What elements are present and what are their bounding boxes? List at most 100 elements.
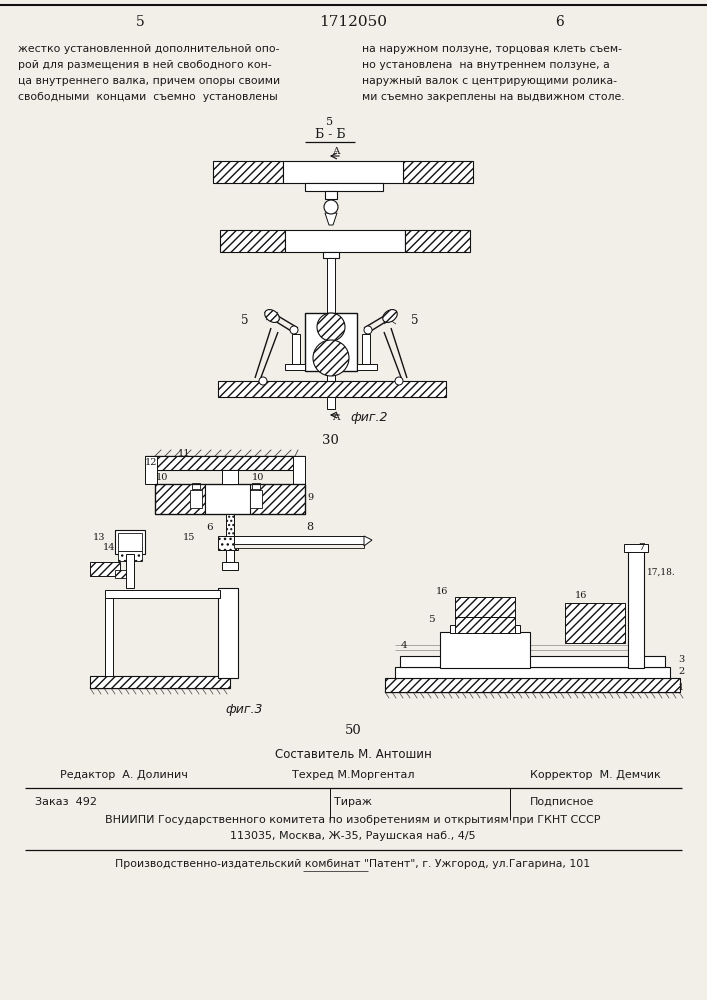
Circle shape <box>324 200 338 214</box>
Text: 6: 6 <box>556 15 564 29</box>
Text: 5: 5 <box>241 314 249 326</box>
Text: ми съемно закреплены на выдвижном столе.: ми съемно закреплены на выдвижном столе. <box>362 92 624 102</box>
Text: 5: 5 <box>411 314 419 326</box>
Text: 4: 4 <box>400 641 407 650</box>
Bar <box>362 334 370 364</box>
Bar <box>250 490 262 508</box>
Bar <box>118 533 142 551</box>
Text: свободными  концами  съемно  установлены: свободными концами съемно установлены <box>18 92 278 102</box>
Text: A: A <box>332 147 339 156</box>
Bar <box>234 544 364 548</box>
Text: Техред М.Моргентал: Техред М.Моргентал <box>292 770 414 780</box>
Text: фиг.2: фиг.2 <box>350 412 387 424</box>
Circle shape <box>364 326 372 334</box>
Bar <box>218 536 238 550</box>
Text: ВНИИПИ Государственного комитета по изобретениям и открытиям при ГКНТ СССР: ВНИИПИ Государственного комитета по изоб… <box>105 815 601 825</box>
Bar <box>226 550 234 562</box>
Text: рой для размещения в ней свободного кон-: рой для размещения в ней свободного кон- <box>18 60 271 70</box>
Bar <box>105 590 220 598</box>
Circle shape <box>395 377 403 385</box>
Text: 16: 16 <box>575 591 588 600</box>
Bar <box>403 161 473 183</box>
Circle shape <box>259 377 267 385</box>
Text: A: A <box>332 414 339 422</box>
Bar <box>218 588 238 678</box>
Bar <box>628 548 644 668</box>
Bar <box>325 191 337 199</box>
Text: 12: 12 <box>145 458 158 467</box>
Text: 8: 8 <box>306 522 314 532</box>
Bar <box>155 484 305 514</box>
Text: Корректор  М. Демчик: Корректор М. Демчик <box>530 770 661 780</box>
Text: 5: 5 <box>428 615 435 624</box>
Bar <box>455 617 515 633</box>
Bar <box>222 562 238 570</box>
Bar <box>293 456 305 484</box>
Bar <box>450 625 520 633</box>
Bar <box>565 603 625 643</box>
Text: 3: 3 <box>678 656 684 664</box>
Bar <box>218 381 446 397</box>
Bar <box>220 230 285 252</box>
Text: 2: 2 <box>678 668 684 676</box>
Text: 10: 10 <box>252 473 264 482</box>
Text: 50: 50 <box>344 724 361 736</box>
Text: 9: 9 <box>307 492 313 502</box>
Bar <box>115 570 130 578</box>
Bar <box>327 258 335 313</box>
Bar <box>145 456 157 484</box>
Bar <box>305 313 357 371</box>
Text: 5: 5 <box>327 117 334 127</box>
Bar <box>226 514 234 542</box>
Text: Тираж: Тираж <box>334 797 372 807</box>
Bar <box>327 371 335 381</box>
Bar <box>305 183 383 191</box>
Text: 13: 13 <box>93 534 105 542</box>
Circle shape <box>313 340 349 376</box>
Ellipse shape <box>382 310 397 322</box>
Text: 15: 15 <box>182 534 195 542</box>
Bar <box>283 161 403 183</box>
Bar <box>455 597 515 617</box>
Ellipse shape <box>264 310 279 322</box>
Circle shape <box>290 326 298 334</box>
Bar <box>285 230 405 252</box>
Bar <box>222 470 238 484</box>
Bar <box>90 676 230 688</box>
Text: 10: 10 <box>156 473 168 482</box>
Bar <box>126 554 134 588</box>
Text: Редактор  А. Долинич: Редактор А. Долинич <box>60 770 188 780</box>
Bar <box>105 598 113 676</box>
Bar <box>213 161 283 183</box>
Text: 14: 14 <box>103 544 115 552</box>
Text: 1: 1 <box>678 682 684 692</box>
Bar <box>400 656 665 667</box>
Bar <box>192 483 200 489</box>
Bar <box>155 456 295 470</box>
Bar <box>440 632 530 668</box>
Bar <box>234 536 364 544</box>
Bar <box>90 562 120 576</box>
Text: 17,18.: 17,18. <box>647 568 676 576</box>
Bar <box>205 484 250 514</box>
Text: Заказ  492: Заказ 492 <box>35 797 97 807</box>
Bar <box>624 544 648 552</box>
Bar <box>190 490 202 508</box>
Text: 6: 6 <box>206 524 213 532</box>
Text: 16: 16 <box>436 586 448 595</box>
Bar <box>118 551 142 561</box>
Text: Б - Б: Б - Б <box>315 127 345 140</box>
Bar <box>250 484 305 514</box>
Bar <box>292 334 300 364</box>
Text: 5: 5 <box>136 15 144 29</box>
Text: на наружном ползуне, торцовая клеть съем-: на наружном ползуне, торцовая клеть съем… <box>362 44 622 54</box>
Text: 30: 30 <box>322 434 339 446</box>
Text: жестко установленной дополнительной опо-: жестко установленной дополнительной опо- <box>18 44 279 54</box>
Bar <box>115 530 145 554</box>
Bar <box>395 667 670 678</box>
Text: Подписное: Подписное <box>530 797 595 807</box>
Bar <box>323 252 339 258</box>
Bar <box>155 484 205 514</box>
Text: 7: 7 <box>638 544 645 552</box>
Bar <box>385 678 680 692</box>
